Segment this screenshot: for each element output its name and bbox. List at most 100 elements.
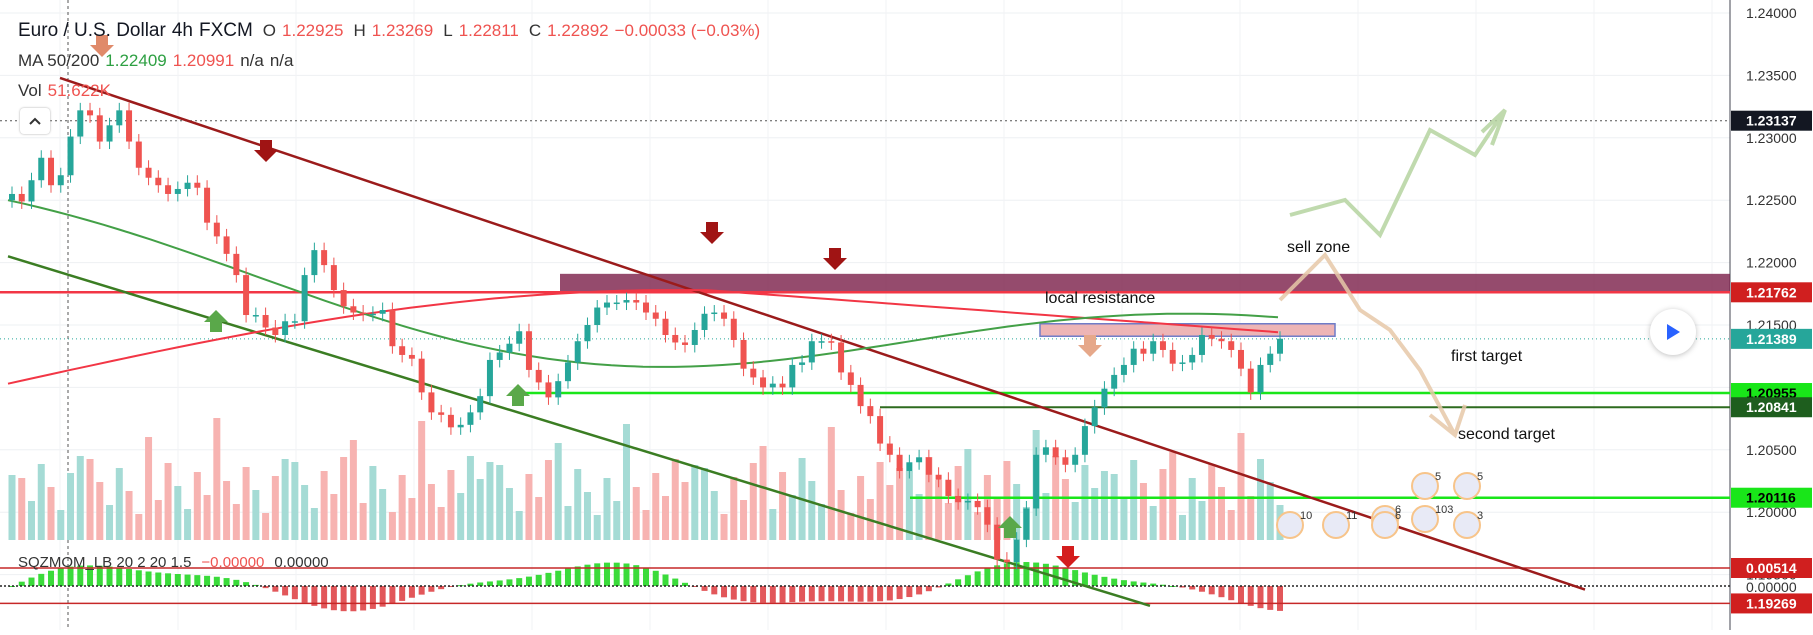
candle-body	[964, 500, 971, 503]
oscillator-bar	[916, 586, 923, 595]
candle-body	[243, 275, 250, 316]
candle-body	[945, 479, 952, 496]
candle-body	[545, 382, 552, 398]
candle-body	[672, 334, 679, 343]
volume-bar	[145, 437, 153, 540]
oscillator-bar	[340, 586, 347, 612]
ma200-value: 1.20991	[172, 51, 235, 70]
oscillator-bar	[194, 575, 201, 586]
oscillator-bar	[789, 586, 796, 603]
volume-bar	[691, 465, 699, 540]
ohlc-low-value: 1.22811	[458, 21, 519, 40]
oscillator-bar	[243, 582, 250, 586]
oscillator-bar	[369, 586, 376, 609]
play-icon	[1667, 324, 1680, 340]
volume-bar	[505, 488, 513, 540]
candle-body	[18, 193, 25, 202]
interval-label[interactable]: 4h	[171, 20, 193, 41]
volume-bar	[125, 491, 133, 540]
candle-body	[711, 312, 718, 315]
price-label-box	[1731, 328, 1812, 349]
oscillator-bar	[486, 581, 493, 586]
candle-body	[535, 369, 542, 383]
candle-body	[525, 331, 532, 370]
candle-body	[106, 125, 113, 142]
volume-bar	[310, 508, 318, 540]
volume-bar	[301, 485, 309, 540]
oscillator-bar	[496, 580, 503, 586]
volume-bar	[18, 478, 26, 540]
volume-bar	[86, 459, 94, 540]
oscillator-bar	[828, 586, 835, 602]
price-label-value: 1.20116	[1746, 490, 1796, 506]
candle-body	[135, 141, 142, 168]
candle-body	[233, 253, 240, 276]
volume-bar	[779, 472, 787, 540]
vol-legend-row[interactable]: Vol 51.622K	[18, 76, 760, 106]
ohlc-change: −0.00033 (−0.03%)	[614, 21, 761, 40]
ma-legend-row[interactable]: MA 50/200 1.22409 1.20991 n/a n/a	[18, 46, 760, 76]
candle-body	[682, 342, 689, 345]
oscillator-bar	[1140, 582, 1147, 586]
candle-body	[1101, 388, 1108, 408]
oscillator-bar	[1072, 570, 1079, 586]
collapse-legend-button[interactable]	[20, 108, 50, 134]
candle-body	[886, 443, 893, 455]
candle-body	[594, 307, 601, 325]
candle-body	[379, 310, 386, 314]
volume-bar	[476, 479, 484, 540]
candle-body	[301, 275, 308, 322]
candle-body	[574, 341, 581, 363]
volume-bar	[857, 476, 865, 540]
price-axis-tick: 1.24000	[1746, 5, 1797, 21]
volume-bar	[740, 500, 748, 540]
oscillator-bar	[174, 573, 181, 586]
oscillator-bar	[1023, 562, 1030, 586]
candle-body	[428, 392, 435, 413]
volume-bar	[593, 515, 601, 540]
volume-bar	[28, 501, 36, 540]
candle-body	[389, 310, 396, 347]
oscillator-bar	[223, 578, 230, 586]
volume-bar	[759, 446, 767, 540]
candle-body	[955, 495, 962, 503]
candle-body	[1033, 454, 1040, 509]
candle-body	[516, 331, 523, 344]
volume-bar	[76, 456, 84, 540]
price-axis-tick: 1.22500	[1746, 192, 1797, 208]
oscillator-bar	[682, 582, 689, 586]
oscillator-bar	[291, 586, 298, 600]
oscillator-bar	[857, 586, 864, 602]
volume-bar	[379, 489, 387, 540]
candle-body	[1130, 348, 1137, 365]
volume-bar	[193, 472, 201, 540]
volume-bar	[769, 509, 777, 540]
candle-body	[330, 265, 337, 291]
oscillator-bar	[1267, 586, 1274, 610]
sell-zone-band	[560, 273, 1730, 293]
candle-body	[1198, 334, 1205, 355]
oscillator-bar	[1218, 586, 1225, 598]
symbol-name[interactable]: Euro / U.S. Dollar	[18, 20, 166, 41]
oscillator-legend[interactable]: SQZMOM_LB 20 2 20 1.5 −0.00000 0.00000	[18, 554, 329, 571]
oscillator-bar	[613, 562, 620, 586]
oscillator-bar	[1101, 576, 1108, 586]
replay-play-button[interactable]	[1650, 309, 1696, 355]
oscillator-bar	[1003, 563, 1010, 586]
price-label-box	[1731, 558, 1812, 578]
oscillator-bar	[38, 573, 45, 586]
volume-bar	[1139, 483, 1147, 540]
oscillator-axis-tick: 0.00000	[1746, 579, 1797, 595]
candle-body	[906, 462, 913, 472]
candle-body	[555, 381, 562, 398]
candle-body	[9, 193, 15, 201]
candle-body	[828, 341, 835, 343]
candle-body	[633, 300, 640, 303]
candle-body	[613, 302, 620, 305]
vol-value: 51.622K	[47, 81, 111, 100]
ohlc-open-key: O	[262, 21, 277, 40]
candle-body	[67, 136, 74, 176]
oscillator-bar	[525, 576, 532, 586]
